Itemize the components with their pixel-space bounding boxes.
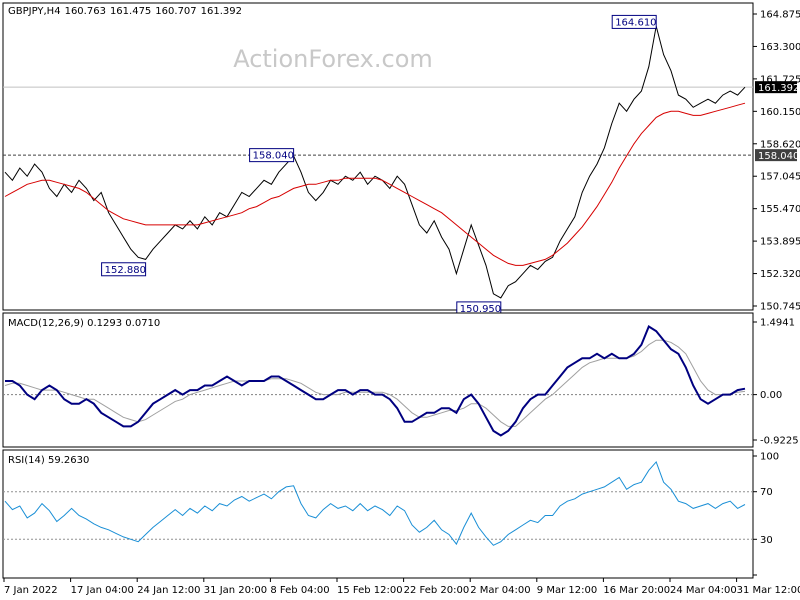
price-y-tick-label: 164.875 bbox=[760, 10, 800, 21]
x-tick-label: 24 Jan 12:00 bbox=[137, 585, 200, 596]
price-y-tick-label: 163.300 bbox=[760, 42, 800, 53]
price-panel-frame bbox=[2, 2, 754, 311]
price-y-tick-label: 152.320 bbox=[760, 269, 800, 280]
watermark: ActionForex.com bbox=[233, 45, 433, 73]
macd-panel[interactable]: MACD(12,26,9) 0.1293 0.0710 1.4941 0.00 -0… bbox=[2, 312, 799, 448]
price-y-axis: 164.875 163.300 161.725 160.150 158.620 157.0… bbox=[753, 10, 800, 313]
x-tick-label: 17 Jan 04:00 bbox=[71, 585, 134, 596]
price-level-label: 161.392 bbox=[758, 83, 799, 94]
x-tick-label: 7 Jan 2022 bbox=[4, 585, 58, 596]
price-annotation-box bbox=[611, 14, 657, 29]
x-tick-label: 31 Jan 20:00 bbox=[204, 585, 267, 596]
x-tick-label: 15 Feb 12:00 bbox=[337, 585, 403, 596]
price-panel[interactable]: ActionForex.com 161.392 158.040 164.610 15… bbox=[2, 2, 800, 316]
rsi-y-axis: 100 70 30 bbox=[753, 452, 779, 576]
price-annotation-label: 158.040 bbox=[253, 151, 294, 162]
price-series-line bbox=[4, 26, 746, 299]
price-annotation-label: 164.610 bbox=[615, 17, 656, 28]
macd-title: MACD(12,26,9) 0.1293 0.0710 bbox=[8, 318, 160, 329]
price-annotation-box bbox=[101, 262, 147, 277]
x-axis: 7 Jan 2022 17 Jan 04:00 24 Jan 12:00 31 Jan… bbox=[3, 578, 800, 596]
price-y-tick-label: 157.045 bbox=[760, 172, 800, 183]
price-level-tag bbox=[755, 81, 797, 94]
price-y-tick-label: 153.895 bbox=[760, 237, 800, 248]
price-annotation-label: 150.950 bbox=[460, 304, 501, 315]
price-level-label: 158.040 bbox=[758, 151, 799, 162]
price-hlines: 161.392 158.040 bbox=[3, 81, 799, 162]
x-tick-label: 31 Mar 12:00 bbox=[737, 585, 800, 596]
price-y-tick-label: 161.725 bbox=[760, 74, 800, 85]
macd-main-line bbox=[5, 325, 746, 437]
price-annotations: 164.610 158.040 152.880 150.950 bbox=[101, 14, 657, 316]
price-level-tag bbox=[755, 149, 797, 162]
x-tick-label: 8 Feb 04:00 bbox=[270, 585, 329, 596]
ohlc-high: 161.475 bbox=[110, 6, 151, 17]
x-tick-label: 9 Mar 12:00 bbox=[537, 585, 597, 596]
rsi-title: RSI(14) 59.2630 bbox=[8, 455, 89, 466]
macd-y-tick-label: 0.00 bbox=[760, 390, 782, 401]
macd-y-tick-label: -0.9225 bbox=[760, 436, 799, 447]
macd-y-tick-label: 1.4941 bbox=[760, 318, 795, 329]
rsi-y-tick-label: 70 bbox=[760, 487, 773, 498]
ohlc-open: 160.763 bbox=[65, 6, 106, 17]
ohlc-low: 160.707 bbox=[155, 6, 196, 17]
moving-average-line bbox=[4, 102, 746, 266]
price-annotation-box bbox=[249, 148, 295, 163]
rsi-panel-frame bbox=[2, 449, 754, 579]
symbol-header: GBPJPY,H4 160.763 161.475 160.707 161.392 bbox=[8, 6, 242, 17]
rsi-y-tick-label: 30 bbox=[760, 535, 773, 546]
symbol-label: GBPJPY,H4 bbox=[8, 6, 61, 17]
rsi-panel[interactable]: RSI(14) 59.2630 100 70 30 bbox=[2, 449, 779, 579]
rsi-y-tick-label: 100 bbox=[760, 452, 779, 463]
x-tick-label: 24 Mar 04:00 bbox=[670, 585, 737, 596]
price-y-tick-label: 160.150 bbox=[760, 107, 800, 118]
ohlc-close: 161.392 bbox=[201, 6, 242, 17]
price-y-tick-label: 155.470 bbox=[760, 204, 800, 215]
price-y-tick-label: 150.745 bbox=[760, 302, 800, 313]
macd-y-axis: 1.4941 0.00 -0.9225 bbox=[753, 318, 799, 447]
x-tick-label: 16 Mar 20:00 bbox=[603, 585, 670, 596]
price-annotation-label: 152.880 bbox=[105, 265, 146, 276]
price-y-tick-label: 158.620 bbox=[760, 139, 800, 150]
x-tick-label: 22 Feb 20:00 bbox=[404, 585, 470, 596]
x-tick-label: 2 Mar 04:00 bbox=[470, 585, 530, 596]
rsi-levels bbox=[3, 491, 753, 540]
rsi-line bbox=[4, 460, 746, 546]
macd-panel-frame bbox=[2, 312, 754, 448]
